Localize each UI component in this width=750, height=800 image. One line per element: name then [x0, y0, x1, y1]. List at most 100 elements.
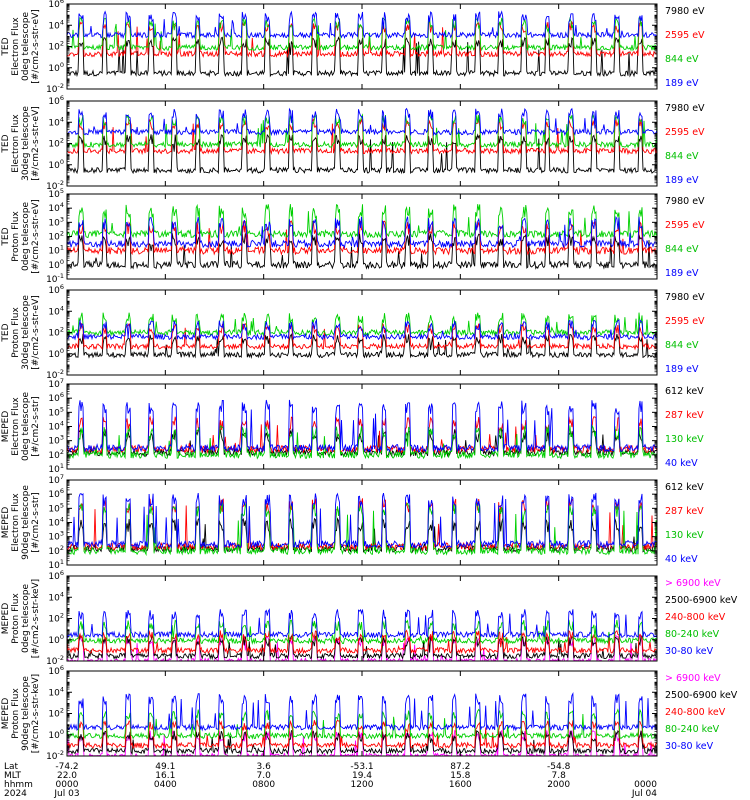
- series-line-7980-ev: [67, 36, 657, 78]
- chart-panel-2: 7980 eV 2595 eV 844 eV 189 eV 10-2 100 102 104 1…: [1, 94, 705, 192]
- y-tick-label: 105: [48, 501, 64, 514]
- series-line-7980-ev: [67, 133, 657, 175]
- y-tick-label: 102: [48, 326, 64, 339]
- x-tick-label: 0000: [56, 780, 79, 790]
- x-tick-label: -54.8: [547, 762, 571, 772]
- y-tick-label: 100: [48, 633, 64, 646]
- legend-entry: 2595 eV: [665, 30, 705, 41]
- y-tick-label: 104: [48, 201, 64, 214]
- legend-entry: 7980 eV: [665, 103, 705, 114]
- x-tick-label: 87.2: [450, 762, 470, 772]
- y-tick-label: 10-2: [46, 654, 64, 667]
- x-axis-row-label: 2024: [4, 789, 27, 799]
- y-tick-label: 102: [48, 230, 64, 243]
- y-axis-label: MEPEDElectron Flux0deg telescope[#/cm2-s…: [1, 392, 41, 462]
- y-tick-label: 102: [48, 137, 64, 150]
- legend-entry: > 6900 keV: [665, 578, 721, 589]
- legend-entry: 189 eV: [665, 364, 699, 375]
- y-tick-label: 106: [48, 487, 64, 500]
- legend-entry: 240-800 keV: [665, 612, 726, 623]
- x-tick-label: 0000: [634, 780, 657, 790]
- y-tick-label: 106: [48, 283, 64, 296]
- legend-entry: 844 eV: [665, 340, 699, 351]
- y-tick-label: 100: [48, 728, 64, 741]
- y-tick-label: 105: [48, 405, 64, 418]
- legend-entry: 30-80 keV: [665, 646, 714, 657]
- x-tick-label: 1200: [351, 780, 374, 790]
- series-line-844-ev: [67, 203, 657, 239]
- y-tick-label: 10-2: [46, 82, 64, 95]
- legend-entry: 130 keV: [665, 530, 704, 541]
- legend-entry: 612 keV: [665, 482, 704, 493]
- series-line-240-800-kev: [67, 719, 657, 750]
- series-line-130-kev: [67, 502, 657, 557]
- series-line-30-80-kev: [67, 692, 657, 732]
- x-tick-label: 3.6: [257, 762, 272, 772]
- series-line-189-ev: [67, 216, 657, 249]
- legend-entry: 287 keV: [665, 506, 704, 517]
- y-tick-label: 106: [48, 0, 64, 10]
- y-tick-label: 103: [48, 434, 64, 447]
- series-line-612-kev: [67, 427, 657, 458]
- legend-entry: 80-240 keV: [665, 724, 720, 735]
- x-tick-label: 22.0: [57, 771, 77, 781]
- series-line-240-800-kev: [67, 629, 657, 655]
- y-tick-label: 107: [48, 473, 64, 486]
- chart-panel-4: 7980 eV 2595 eV 844 eV 189 eV 10-2 100 102 104 1…: [1, 283, 705, 381]
- series-line-287-kev: [67, 415, 657, 455]
- legend-entry: 40 keV: [665, 458, 698, 469]
- series-line-2500-6900-kev: [67, 634, 657, 661]
- x-tick-label: Jul 03: [53, 789, 79, 799]
- y-tick-label: 100: [48, 61, 64, 74]
- y-tick-label: 105: [48, 187, 64, 200]
- y-tick-label: 102: [48, 544, 64, 557]
- y-tick-label: 104: [48, 590, 64, 603]
- series-line-130-kev: [67, 424, 657, 460]
- series-line-189-ev: [67, 318, 657, 341]
- legend-entry: 189 eV: [665, 78, 699, 89]
- series-line-80-240-kev: [67, 619, 657, 645]
- x-axis-row-label: Lat: [4, 762, 19, 772]
- x-tick-label: 7.0: [257, 771, 272, 781]
- y-tick-label: 100: [48, 347, 64, 360]
- y-tick-label: 104: [48, 516, 64, 529]
- series-line-844-ev: [67, 16, 657, 52]
- chart-panel-1: 7980 eV 2595 eV 844 eV 189 eV 10-2 100 102 104 1…: [1, 0, 705, 95]
- legend-entry: 189 eV: [665, 175, 699, 186]
- legend-entry: 40 keV: [665, 554, 698, 565]
- x-tick-label: -74.2: [55, 762, 78, 772]
- series-line-2595-ev: [67, 118, 657, 156]
- legend-entry: 2500-6900 keV: [665, 690, 738, 701]
- x-tick-label: 2000: [547, 780, 570, 790]
- x-tick-label: 0800: [252, 780, 275, 790]
- legend-entry: 7980 eV: [665, 196, 705, 207]
- y-axis-label: TEDProton Flux30deg telescope[#/cm2-s-st…: [1, 295, 41, 370]
- y-tick-label: 10-2: [46, 179, 64, 192]
- y-axis-label: MEPEDProton Flux0deg telescope[#/cm2-s-s…: [1, 579, 41, 658]
- x-axis-row-label: hhmm: [4, 780, 33, 790]
- x-tick-label: 16.1: [155, 771, 175, 781]
- x-tick-label: 7.8: [552, 771, 567, 781]
- x-tick-label: Jul 04: [631, 789, 657, 799]
- y-tick-label: 106: [48, 94, 64, 107]
- y-tick-label: 101: [48, 244, 64, 257]
- y-tick-label: 10-2: [46, 749, 64, 762]
- y-axis-label: MEPEDElectron Flux90deg telescope[#/cm2-…: [1, 485, 41, 560]
- series-line-30-80-kev: [67, 608, 657, 639]
- x-tick-label: -53.1: [350, 762, 373, 772]
- chart-panel-8: > 6900 keV 2500-6900 keV 240-800 keV 80-240…: [1, 664, 738, 762]
- legend-entry: 287 keV: [665, 410, 704, 421]
- legend-entry: 240-800 keV: [665, 707, 726, 718]
- y-tick-label: 102: [48, 707, 64, 720]
- legend-entry: 844 eV: [665, 244, 699, 255]
- series-line-7980-ev: [67, 233, 657, 270]
- y-tick-label: 107: [48, 377, 64, 390]
- legend-entry: 2595 eV: [665, 127, 705, 138]
- x-tick-label: 0400: [154, 780, 177, 790]
